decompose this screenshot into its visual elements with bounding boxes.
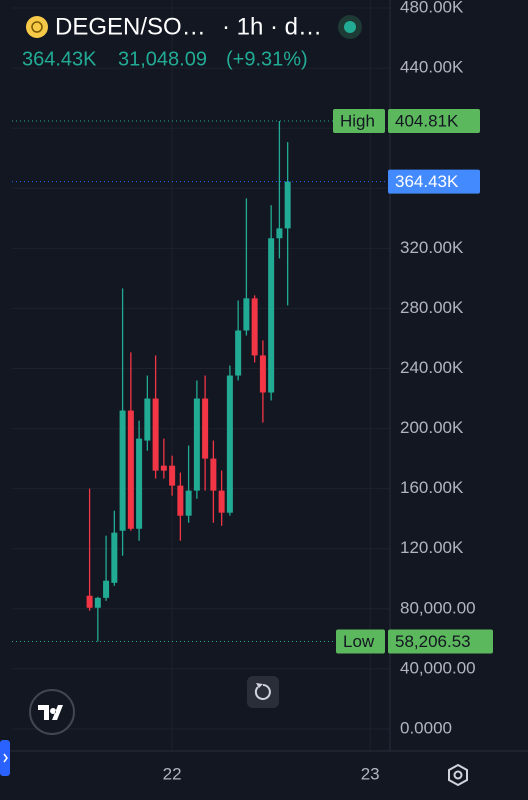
- y-tick-label: 320.00K: [400, 238, 464, 257]
- tv-logo[interactable]: [29, 689, 75, 735]
- plot: 0.0000 40,000.00 80,000.00 120.00K 160.00K 20…: [12, 0, 476, 783]
- candle-body: [119, 410, 126, 531]
- candle-body: [169, 465, 176, 486]
- candle-body: [243, 298, 250, 331]
- y-tick-label: 280.00K: [400, 298, 464, 317]
- candle-body: [144, 398, 151, 441]
- change-pct: (+9.31%): [226, 48, 308, 70]
- settings-button[interactable]: [448, 763, 468, 787]
- y-tick-label: 160.00K: [400, 478, 464, 497]
- last-label: 364.43K: [395, 172, 459, 191]
- y-tick-label: 200.00K: [400, 418, 464, 437]
- x-tick-label: 22: [163, 764, 182, 783]
- y-tick-label: 40,000.00: [400, 658, 476, 677]
- high-label-box: [388, 108, 480, 133]
- y-tick-label: 240.00K: [400, 358, 464, 377]
- coin-icon: [26, 16, 48, 38]
- low-label: 58,206.53: [395, 632, 471, 651]
- high-text: High: [340, 111, 375, 130]
- y-tick-label: 80,000.00: [400, 598, 476, 617]
- candle-body: [136, 438, 143, 529]
- last-label-box: [388, 169, 480, 194]
- interval: · 1h · d…: [222, 13, 322, 40]
- price: 364.43K: [22, 48, 97, 70]
- candle-body: [226, 375, 233, 513]
- candle-body: [152, 398, 159, 471]
- candle-body: [185, 490, 192, 516]
- candle-body: [276, 228, 283, 239]
- reset-button[interactable]: [247, 676, 279, 708]
- y-tick-label: 480.00K: [400, 0, 464, 16]
- candle-body: [218, 490, 225, 513]
- low-label-box: [388, 629, 493, 654]
- symbol: DEGEN/SO…: [55, 13, 206, 40]
- candle-body: [284, 181, 291, 229]
- y-tick-label: 120.00K: [400, 538, 464, 557]
- x-tick-label: 23: [361, 764, 380, 783]
- candle-body: [127, 410, 134, 529]
- candle-body: [210, 458, 217, 491]
- candle-body: [259, 355, 266, 393]
- side-tab[interactable]: [0, 740, 10, 776]
- change: 31,048.09: [118, 48, 207, 70]
- candle-body: [268, 238, 275, 393]
- high-label: 404.81K: [395, 111, 459, 130]
- low-text-box: [336, 629, 385, 654]
- status-dot: [344, 21, 356, 33]
- candle-body: [177, 485, 184, 516]
- candle-body: [86, 595, 93, 608]
- high-text-box: [333, 108, 385, 133]
- candle-body: [202, 398, 209, 459]
- candle-body: [94, 597, 101, 608]
- candle-body: [235, 330, 242, 376]
- candle-body: [251, 298, 258, 356]
- coin-icon-inner: [31, 21, 43, 33]
- y-tick-label: 0.0000: [400, 718, 452, 737]
- y-tick-label: 440.00K: [400, 58, 464, 77]
- candle-body: [103, 580, 110, 598]
- candle-body: [193, 398, 200, 491]
- candle-body: [111, 532, 118, 583]
- low-text: Low: [343, 632, 375, 651]
- candle-body: [160, 465, 167, 471]
